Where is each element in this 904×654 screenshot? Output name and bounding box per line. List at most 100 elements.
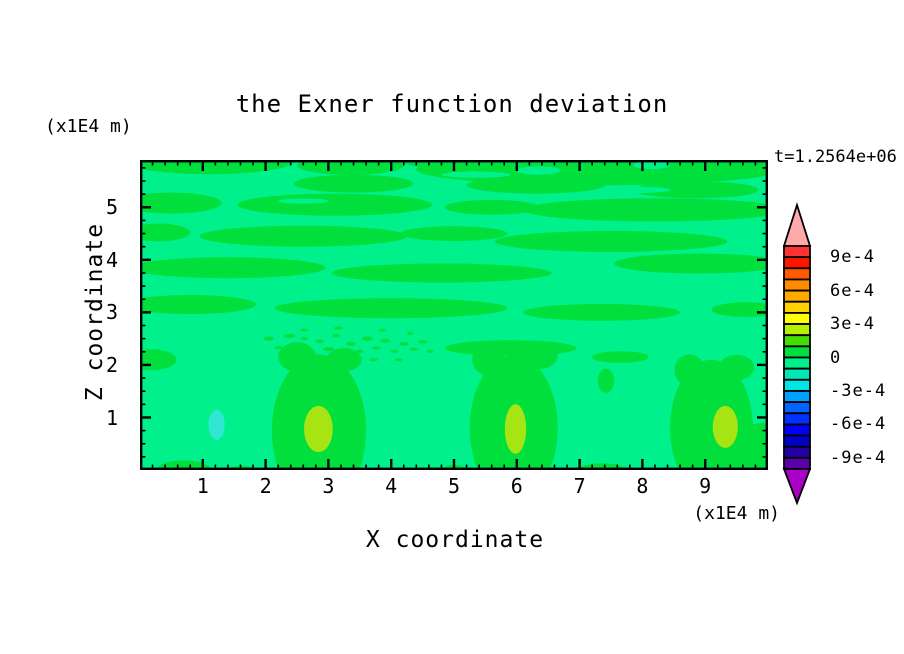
x-axis-unit-label: (x1E4 m)	[693, 503, 780, 524]
contour-speckle	[346, 341, 356, 346]
positive-column	[719, 354, 755, 381]
colorbar-tick-label: -6e-4	[830, 414, 887, 435]
contour-speckle	[283, 333, 296, 339]
colorbar-band	[783, 256, 811, 270]
z-tick-label: 5	[105, 195, 118, 220]
colorbar-band	[783, 323, 811, 337]
contour-speckle	[293, 347, 303, 351]
negative-hole	[601, 186, 671, 194]
contour-speckle	[315, 339, 324, 343]
contour-speckle	[334, 326, 343, 330]
colorbar-band	[783, 367, 811, 381]
x-tick-label: 3	[322, 474, 335, 498]
contour-speckle	[379, 338, 390, 343]
colorbar-tick-label: -3e-4	[830, 381, 887, 401]
contour-speckle	[322, 347, 335, 352]
positive-contour-streak	[275, 298, 508, 319]
colorbar-tick-label: 3e-4	[830, 314, 875, 335]
positive-column	[733, 422, 768, 470]
positive-contour-streak	[140, 223, 191, 242]
contour-plot	[140, 160, 768, 470]
colorbar-tick-label: 0	[830, 347, 842, 368]
colorbar-band	[783, 345, 811, 359]
contour-speckle	[410, 347, 418, 351]
positive-contour-streak	[331, 263, 552, 283]
colorbar-band	[783, 412, 811, 426]
x-tick-label: 5	[447, 474, 461, 498]
colorbar-band	[783, 434, 811, 448]
contour-speckle	[263, 336, 274, 341]
negative-hole	[551, 225, 596, 232]
colorbar-band	[783, 300, 811, 314]
contour-speckle	[390, 349, 399, 353]
colorbar-band	[783, 456, 811, 470]
colorbar-band	[783, 278, 811, 292]
positive-contour-streak	[614, 253, 768, 274]
contour-speckle	[378, 328, 387, 332]
z-tick-label: 2	[105, 352, 118, 377]
positive-contour-streak	[199, 225, 407, 247]
positive-contour-streak	[297, 160, 404, 175]
colorbar-band	[783, 267, 811, 281]
local-maximum-blob	[712, 405, 738, 448]
positive-contour-streak	[237, 193, 432, 216]
contour-speckle	[317, 358, 327, 362]
contour-speckle	[427, 349, 434, 353]
x-tick-label: 6	[510, 474, 523, 498]
contour-speckle	[274, 346, 282, 350]
positive-column	[674, 354, 705, 386]
colorbar-below-range-arrow	[782, 468, 812, 506]
contour-speckle	[398, 342, 409, 346]
positive-column	[278, 342, 316, 372]
positive-column	[597, 368, 615, 393]
x-tick-label: 8	[636, 474, 649, 498]
contour-speckle	[418, 340, 427, 344]
z-axis-unit-label: (x1E4 m)	[45, 116, 132, 137]
contour-speckle	[406, 331, 414, 335]
positive-contour-streak	[494, 230, 728, 252]
positive-contour-streak	[140, 257, 326, 279]
contour-speckle	[356, 349, 364, 353]
local-maximum-blob	[304, 405, 333, 453]
positive-column	[326, 348, 362, 372]
colorbar-band	[783, 245, 811, 259]
positive-contour-streak	[592, 351, 649, 363]
negative-hole	[633, 161, 671, 169]
contour-speckle	[371, 346, 381, 350]
positive-contour-streak	[523, 198, 768, 222]
colorbar-tick-label: 9e-4	[830, 247, 875, 268]
x-tick-label: 1	[196, 474, 209, 498]
positive-column	[472, 343, 505, 376]
contour-speckle	[394, 358, 403, 362]
local-maximum-blob	[504, 404, 527, 454]
local-minimum-blob	[208, 409, 225, 440]
positive-contour-streak	[633, 181, 759, 199]
x-tick-label: 2	[259, 474, 272, 498]
x-axis-title: X coordinate	[365, 527, 545, 553]
colorbar-band	[783, 390, 811, 403]
positive-contour-streak	[711, 302, 768, 318]
colorbar-band	[783, 401, 811, 415]
contour-speckle	[337, 352, 347, 357]
colorbar-band	[783, 356, 811, 370]
x-tick-label: 7	[573, 474, 586, 498]
x-tick-label: 4	[385, 474, 398, 498]
contour-speckle	[343, 360, 351, 364]
colorbar-tick-label: 6e-4	[830, 280, 875, 301]
colorbar-band	[783, 423, 811, 437]
positive-contour-streak	[140, 192, 222, 214]
negative-hole	[278, 198, 329, 204]
z-tick-label: 3	[105, 300, 118, 325]
positive-contour-streak	[400, 226, 508, 241]
colorbar-band	[783, 445, 811, 459]
contour-speckle	[305, 351, 316, 356]
positive-contour-streak	[466, 176, 605, 194]
time-annotation: t=1.2564e+06	[774, 147, 897, 167]
z-tick-label: 4	[105, 247, 118, 272]
plot-border	[140, 160, 768, 470]
contour-speckle	[300, 328, 309, 332]
colorbar-band	[783, 289, 811, 303]
negative-hole	[441, 171, 511, 178]
positive-contour-streak	[293, 174, 414, 193]
positive-contour-streak	[523, 304, 681, 321]
